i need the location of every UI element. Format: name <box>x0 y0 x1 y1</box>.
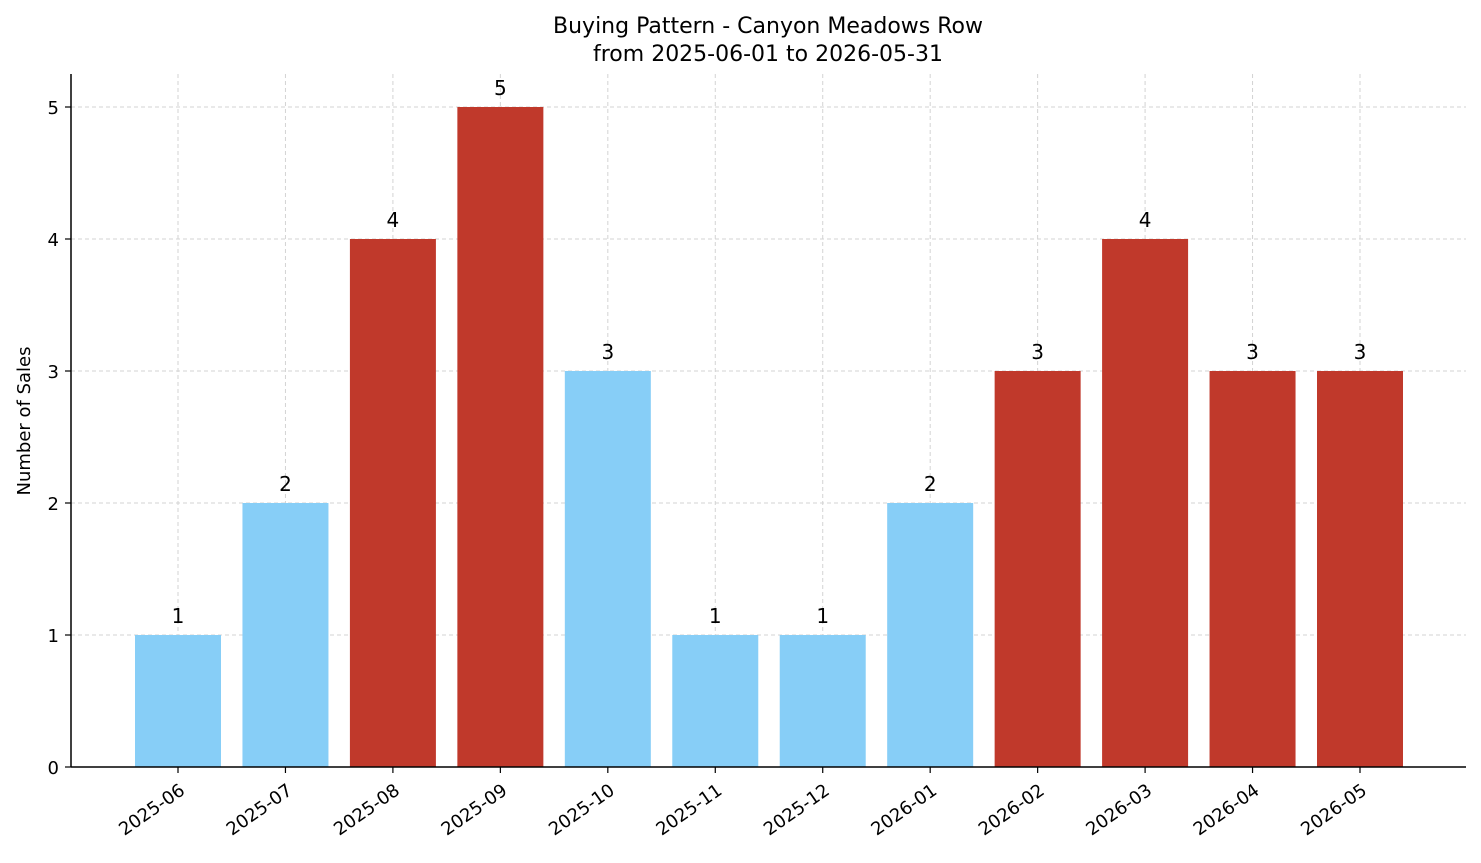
bar-2026-02 <box>994 371 1081 767</box>
data-label-2026-02: 3 <box>1031 340 1044 364</box>
bar-2025-06 <box>135 635 221 767</box>
data-label-2025-11: 1 <box>709 604 722 628</box>
data-label-2025-08: 4 <box>387 208 400 232</box>
bar-2025-08 <box>349 239 436 767</box>
bar-2025-07 <box>242 503 329 767</box>
x-tick-label: 2026-04 <box>1190 780 1264 840</box>
x-tick-label: 2025-06 <box>115 780 189 840</box>
bar-2025-11 <box>672 635 759 767</box>
data-label-2025-12: 1 <box>816 604 829 628</box>
y-tick-label: 2 <box>48 494 59 515</box>
data-label-2025-09: 5 <box>494 76 507 100</box>
x-tick-label: 2025-12 <box>760 780 834 840</box>
y-tick-label: 1 <box>48 626 59 647</box>
x-tick-label: 2026-05 <box>1297 780 1371 840</box>
axes <box>70 74 1466 768</box>
x-ticks: 2025-06 2025-07 2025-08 2025-09 2025-10 2025-… <box>115 767 1371 840</box>
data-label-2025-10: 3 <box>601 340 614 364</box>
bar-2026-01 <box>887 503 974 767</box>
bar-2026-05 <box>1317 371 1403 767</box>
x-tick-label: 2025-08 <box>330 780 404 840</box>
y-axis-label: Number of Sales <box>14 346 35 495</box>
chart-title: Buying Pattern - Canyon Meadows Row <box>553 14 983 39</box>
chart-subtitle: from 2025-06-01 to 2026-05-31 <box>593 42 943 67</box>
bar-2026-03 <box>1102 239 1189 767</box>
x-tick-label: 2026-02 <box>975 780 1049 840</box>
data-labels: 1 2 4 5 3 1 1 2 3 4 3 3 <box>172 76 1367 628</box>
data-label-2025-07: 2 <box>279 472 292 496</box>
x-tick-label: 2026-03 <box>1082 780 1156 840</box>
data-label-2025-06: 1 <box>172 604 185 628</box>
y-tick-label: 3 <box>48 362 59 383</box>
x-tick-label: 2025-10 <box>545 780 619 840</box>
x-tick-label: 2025-11 <box>652 780 726 840</box>
x-tick-label: 2026-01 <box>867 780 941 840</box>
bar-2026-04 <box>1209 371 1296 767</box>
data-label-2026-01: 2 <box>924 472 937 496</box>
y-ticks: 0 1 2 3 4 5 <box>48 98 71 779</box>
data-label-2026-05: 3 <box>1354 340 1367 364</box>
bar-2025-10 <box>564 371 651 767</box>
x-tick-label: 2025-09 <box>438 780 512 840</box>
x-tick-label: 2025-07 <box>223 780 297 840</box>
bars <box>135 107 1403 767</box>
y-tick-label: 4 <box>48 230 59 251</box>
data-label-2026-04: 3 <box>1246 340 1259 364</box>
bar-2025-12 <box>779 635 866 767</box>
data-label-2026-03: 4 <box>1139 208 1152 232</box>
y-tick-label: 5 <box>48 98 59 119</box>
y-tick-label: 0 <box>48 758 59 779</box>
bar-2025-09 <box>457 107 544 767</box>
